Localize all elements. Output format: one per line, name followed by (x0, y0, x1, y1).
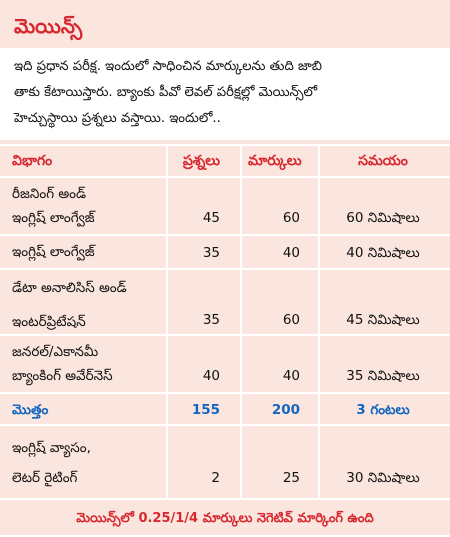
table-row: ఇంగ్లిష్ లాంగ్వేజ్ 35 40 40 నిమిషాలు (0, 234, 450, 268)
table-total-row: మొత్తం 155 200 3 గంటలు (0, 392, 450, 424)
column-divider (166, 144, 168, 498)
row-label: ఇంగ్లిష్ వ్యాసం, లెటర్ రైటింగ్ (12, 440, 91, 486)
row-time: 35 నిమిషాలు (346, 368, 420, 384)
row-marks: 25 (282, 470, 300, 486)
row-label: డేటా అనాలిసిస్ అండ్ ఇంటర్‌ప్రిటేషన్ (12, 280, 127, 330)
row-marks: 40 (282, 368, 300, 384)
table-row: రీజనింగ్ అండ్ ఇంగ్లిష్ లాంగ్వేజ్ 45 60 6… (0, 176, 450, 234)
row-marks: 60 (282, 210, 300, 226)
row-questions: 2 (211, 470, 220, 486)
column-divider (318, 144, 320, 498)
header-questions: ప్రశ్నలు (182, 153, 220, 169)
intro-line: తాకు కేటాయిస్తారు. బ్యాంకు పీవో లెవల్ పర… (14, 85, 318, 100)
row-questions: 40 (202, 368, 220, 384)
row-label: ఇంగ్లిష్ లాంగ్వేజ్ (12, 244, 95, 260)
intro-line: హెచ్చుస్థాయి ప్రశ్నలు వస్తాయి. ఇందులో.. (14, 111, 221, 126)
table-row: జనరల్/ఎకానమీ బ్యాంకింగ్ అవేర్‌నెస్ 40 40… (0, 334, 450, 392)
total-time: 3 గంటలు (356, 402, 410, 418)
row-marks: 60 (282, 312, 300, 328)
table-row: ఇంగ్లిష్ వ్యాసం, లెటర్ రైటింగ్ 2 25 30 న… (0, 424, 450, 498)
header-marks: మార్కులు (248, 153, 302, 169)
footer-note: మెయిన్స్‌లో 0.25/1/4 మార్కులు నెగెటివ్ మ… (0, 498, 450, 535)
row-time: 60 నిమిషాలు (346, 210, 420, 226)
total-questions: 155 (191, 402, 220, 418)
intro-line: ఇది ప్రధాన పరీక్ష. ఇందులో సాధించిన మార్క… (14, 59, 322, 74)
column-divider (240, 144, 242, 498)
header-section: విభాగం (12, 153, 53, 169)
total-marks: 200 (271, 402, 300, 418)
header-time: సమయం (358, 153, 408, 169)
row-time: 40 నిమిషాలు (346, 245, 420, 261)
row-label: జనరల్/ఎకానమీ బ్యాంకింగ్ అవేర్‌నెస్ (12, 344, 113, 384)
row-label: రీజనింగ్ అండ్ ఇంగ్లిష్ లాంగ్వేజ్ (12, 186, 95, 226)
row-time: 45 నిమిషాలు (346, 312, 420, 328)
total-label: మొత్తం (12, 402, 49, 418)
intro-paragraph: ఇది ప్రధాన పరీక్ష. ఇందులో సాధించిన మార్క… (0, 48, 450, 140)
row-questions: 35 (202, 245, 220, 261)
row-marks: 40 (282, 245, 300, 261)
row-questions: 35 (202, 312, 220, 328)
row-time: 30 నిమిషాలు (346, 470, 420, 486)
table-header-row: విభాగం ప్రశ్నలు మార్కులు సమయం (0, 144, 450, 176)
row-questions: 45 (202, 210, 220, 226)
table-row: డేటా అనాలిసిస్ అండ్ ఇంటర్‌ప్రిటేషన్ 35 6… (0, 268, 450, 334)
page-title: మెయిన్స్ (14, 14, 83, 38)
exam-table: విభాగం ప్రశ్నలు మార్కులు సమయం రీజనింగ్ అ… (0, 144, 450, 498)
